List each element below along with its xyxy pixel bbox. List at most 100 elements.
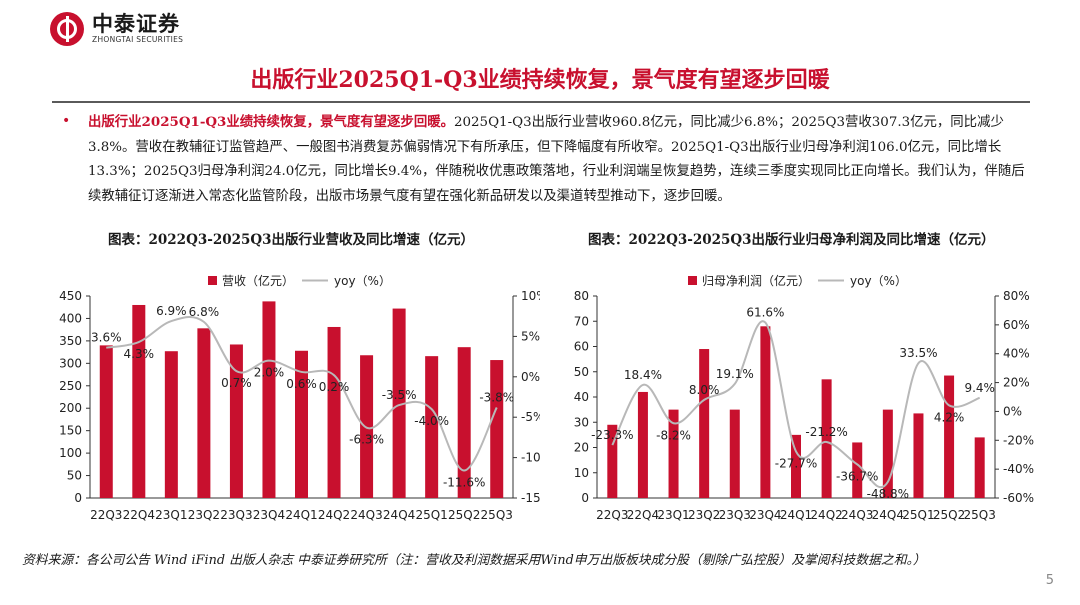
- x-axis-tick-label: 24Q2: [318, 508, 350, 522]
- yoy-data-label: -23.3%: [591, 428, 633, 442]
- summary-paragraph: 出版行业2025Q1-Q3业绩持续恢复，景气度有望逐步回暖。2025Q1-Q3出…: [88, 110, 1028, 209]
- legend-line-label: yoy（%）: [334, 274, 391, 288]
- x-axis-tick-label: 25Q2: [448, 508, 480, 522]
- title-divider: [52, 101, 1030, 103]
- yoy-data-label: 9.4%: [964, 381, 995, 395]
- x-axis-tick-label: 25Q3: [964, 508, 996, 522]
- right-axis-tick-label: -40%: [1003, 462, 1034, 476]
- x-axis-tick-label: 25Q2: [933, 508, 965, 522]
- x-axis-tick-label: 22Q3: [596, 508, 628, 522]
- left-axis-tick-label: 0: [74, 491, 82, 505]
- bar: [132, 304, 146, 498]
- revenue-chart: 营收（亿元） yoy（%） 0 50 100 150 200 250 300 350 400 450 -…: [59, 273, 540, 522]
- bar: [327, 326, 341, 498]
- page-title: 出版行业2025Q1-Q3业绩持续恢复，景气度有望逐步回暖: [250, 67, 830, 93]
- bar: [913, 413, 924, 498]
- x-axis-tick-label: 24Q4: [872, 508, 904, 522]
- left-axis-tick-label: 400: [59, 311, 82, 325]
- right-axis-tick-label: -5%: [521, 410, 540, 424]
- right-chart-title: 图表：2022Q3-2025Q3出版行业归母净利润及同比增速（亿元）: [588, 232, 995, 248]
- yoy-data-label: 8.0%: [689, 383, 720, 397]
- bar: [699, 349, 710, 498]
- brand-logo: 中泰证券 ZHONGTAI SECURITIES: [50, 12, 183, 46]
- left-axis-tick-label: 50: [67, 469, 82, 483]
- x-axis-tick-label: 23Q4: [749, 508, 781, 522]
- yoy-data-label: 0.6%: [286, 377, 317, 391]
- legend-bar-swatch: [208, 276, 217, 285]
- bar: [974, 437, 985, 498]
- x-axis-tick-label: 23Q3: [719, 508, 751, 522]
- page-number: 5: [1045, 573, 1054, 588]
- x-axis-tick-label: 24Q3: [841, 508, 873, 522]
- yoy-line: [611, 320, 981, 489]
- x-axis-tick-label: 22Q3: [90, 508, 122, 522]
- brand-logo-icon: [50, 12, 84, 46]
- x-axis-tick-label: 23Q4: [253, 508, 285, 522]
- left-axis-tick-label: 40: [574, 390, 589, 404]
- x-axis-tick-label: 23Q1: [657, 508, 689, 522]
- bar: [944, 375, 955, 498]
- left-axis-tick-label: 10: [574, 466, 589, 480]
- left-axis-tick-label: 80: [574, 289, 589, 303]
- bar: [197, 328, 211, 498]
- yoy-data-label: -8.2%: [656, 428, 691, 442]
- bar: [490, 360, 504, 498]
- x-axis-tick-label: 24Q2: [810, 508, 842, 522]
- x-axis-tick-label: 22Q4: [627, 508, 659, 522]
- legend-bar-swatch: [688, 276, 697, 285]
- left-axis-tick-label: 20: [574, 441, 589, 455]
- right-axis-tick-label: 0%: [1003, 404, 1022, 418]
- right-axis-tick-label: 60%: [1003, 318, 1030, 332]
- yoy-data-label: 6.8%: [189, 305, 220, 319]
- bar: [882, 409, 893, 498]
- left-axis-tick-label: 250: [59, 379, 82, 393]
- x-axis-tick-label: 25Q1: [902, 508, 934, 522]
- yoy-data-label: 19.1%: [716, 367, 754, 381]
- legend-bar-label: 营收（亿元）: [222, 273, 294, 288]
- bar: [229, 344, 243, 498]
- left-axis-tick-label: 60: [574, 340, 589, 354]
- left-axis-tick-label: 100: [59, 446, 82, 460]
- bar: [637, 391, 648, 498]
- yoy-data-label: 4.2%: [934, 410, 965, 424]
- bar: [164, 351, 178, 498]
- legend-line-label: yoy（%）: [850, 274, 907, 288]
- yoy-data-label: -21.2%: [805, 425, 847, 439]
- right-axis-tick-label: -60%: [1003, 491, 1034, 505]
- x-axis-tick-label: 23Q1: [155, 508, 187, 522]
- bar: [262, 301, 276, 498]
- yoy-data-label: 0.2%: [319, 380, 350, 394]
- yoy-line: [106, 316, 498, 472]
- right-axis-tick-label: -15%: [521, 491, 540, 505]
- left-axis-tick-label: 300: [59, 356, 82, 370]
- right-axis-tick-label: 40%: [1003, 347, 1030, 361]
- bar: [457, 347, 471, 498]
- yoy-data-label: 6.9%: [156, 304, 187, 318]
- bar: [852, 442, 863, 498]
- x-axis-tick-label: 24Q3: [350, 508, 382, 522]
- yoy-data-label: -6.3%: [349, 433, 384, 447]
- left-axis-tick-label: 70: [574, 314, 589, 328]
- bar: [668, 409, 679, 498]
- bar: [729, 409, 740, 498]
- x-axis-tick-label: 24Q1: [780, 508, 812, 522]
- yoy-data-label: 0.7%: [221, 376, 252, 390]
- bar: [760, 326, 771, 498]
- x-axis-tick-label: 23Q3: [220, 508, 252, 522]
- bar: [392, 308, 406, 498]
- yoy-data-label: -3.8%: [479, 391, 514, 405]
- bar: [295, 350, 308, 498]
- bullet-icon: •: [62, 113, 71, 129]
- yoy-data-label: 3.6%: [91, 331, 122, 345]
- summary-highlight: 出版行业2025Q1-Q3业绩持续恢复，景气度有望逐步回暖。: [88, 114, 454, 130]
- x-axis-tick-label: 25Q3: [481, 508, 513, 522]
- x-axis-tick-label: 24Q1: [285, 508, 317, 522]
- bar: [791, 434, 801, 498]
- bar: [425, 356, 439, 498]
- left-axis-tick-label: 450: [59, 289, 82, 303]
- yoy-data-label: -36.7%: [836, 469, 878, 483]
- x-axis-tick-label: 22Q4: [123, 508, 155, 522]
- left-axis-tick-label: 50: [574, 365, 589, 379]
- yoy-data-label: 18.4%: [624, 368, 662, 382]
- net-profit-chart: 归母净利润（亿元） yoy（%） 0 10 20 30 40 50 60 70 80 -60% -40%…: [574, 273, 1034, 522]
